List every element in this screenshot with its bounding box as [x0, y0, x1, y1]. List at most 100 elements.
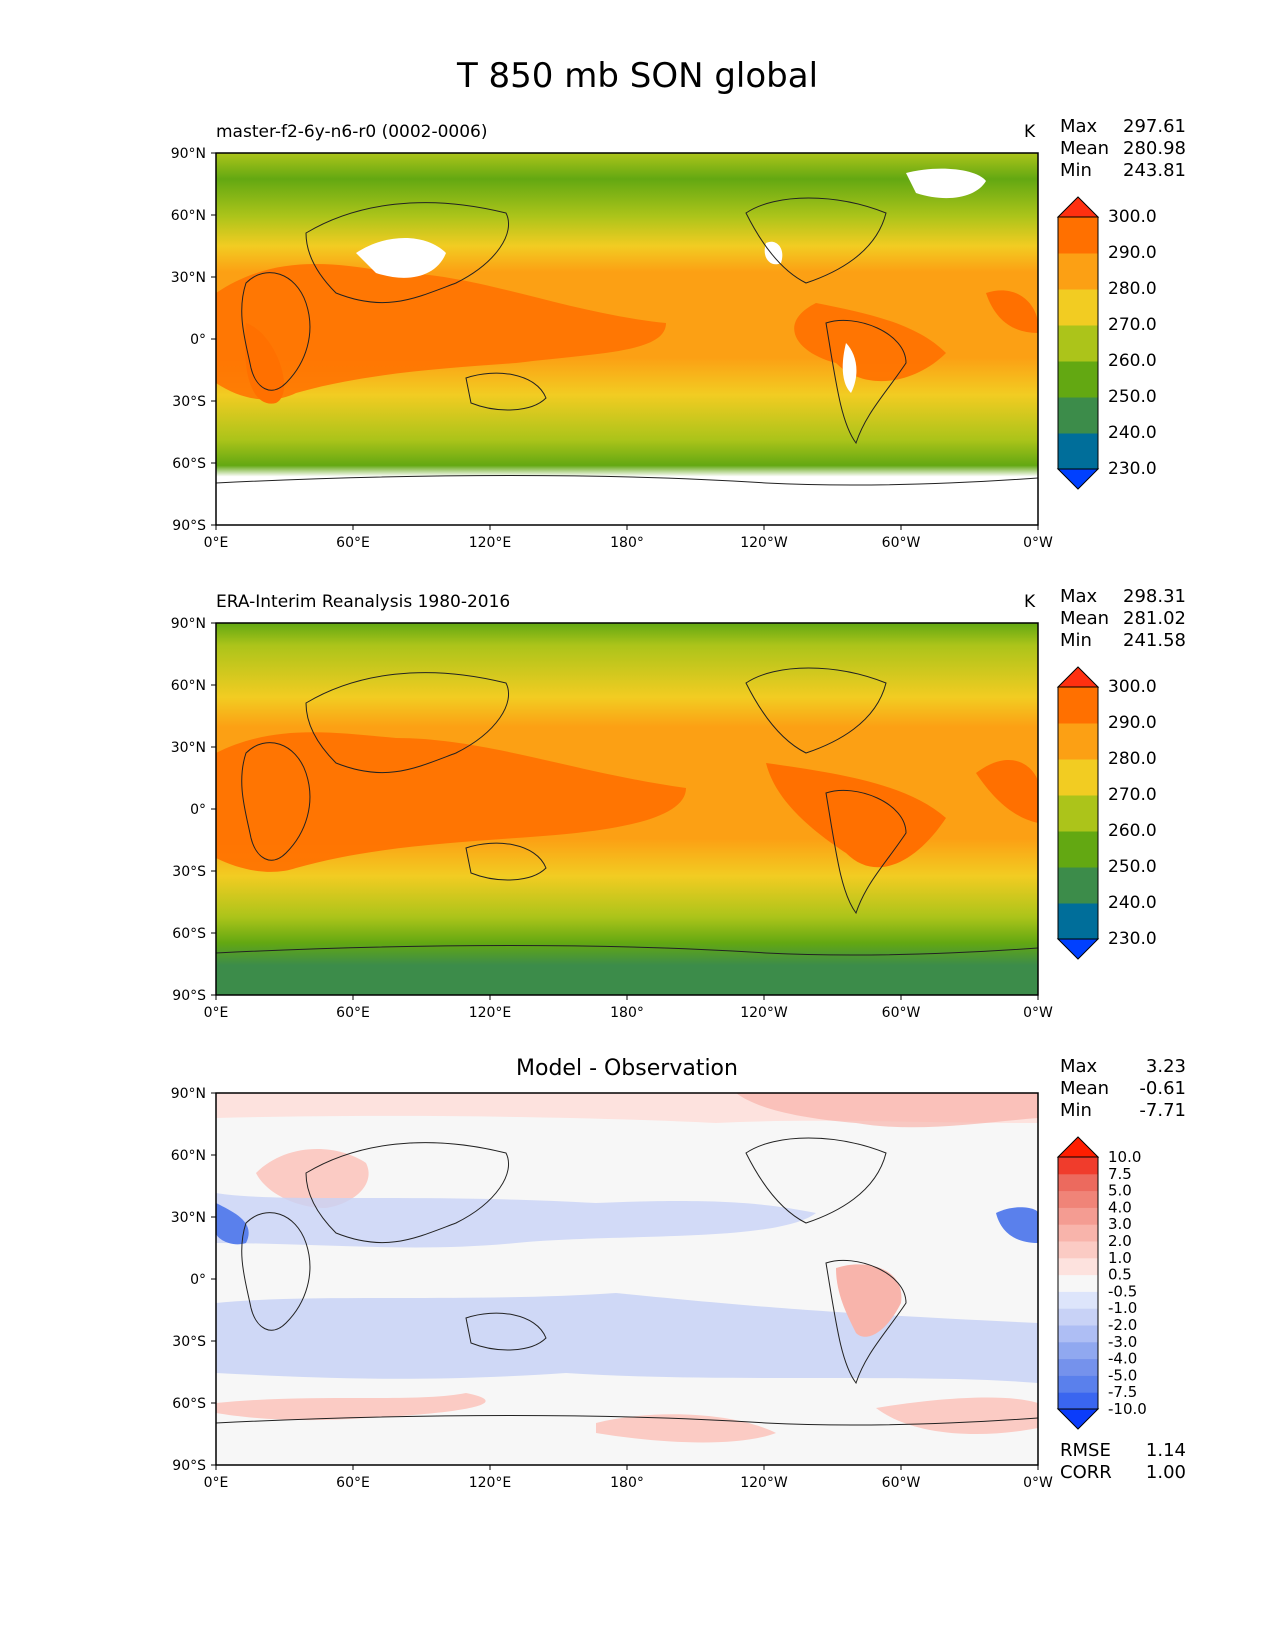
mean-label: Mean [1060, 1078, 1110, 1099]
colorbar-tick-label: 0.5 [1108, 1266, 1132, 1284]
rmse-value: 1.14 [1145, 1440, 1186, 1461]
min-value: -7.71 [1139, 1100, 1186, 1121]
colorbar-tick-label: 7.5 [1108, 1165, 1132, 1183]
y-tick-label: 30°N [171, 740, 206, 756]
coastline [215, 1415, 1039, 1426]
colorbar-tick-label: 290.0 [1108, 243, 1157, 263]
warm-region [766, 763, 946, 868]
colorbar-swatch [1058, 217, 1098, 254]
y-tick-label: 30°S [172, 394, 206, 410]
colorbar-swatch [1058, 1325, 1098, 1343]
colorbar-tick-label: -3.0 [1108, 1333, 1137, 1351]
map-area: 0°E 60°E 120°E 180° 120°W 60°W 0°W 90°N 60°N 30°… [171, 146, 1053, 551]
coastline [305, 202, 510, 304]
colorbar-tick-label: 230.0 [1108, 459, 1157, 479]
colorbar-tick-label: -0.5 [1108, 1282, 1137, 1300]
colorbar-tick-label: 240.0 [1108, 893, 1157, 913]
warm-region [986, 290, 1038, 333]
colorbar-tick-label: 300.0 [1108, 677, 1157, 697]
colorbar-extend-high [1056, 666, 1100, 688]
x-tick-label: 0°W [1023, 1475, 1053, 1491]
max-value: 3.23 [1145, 1056, 1186, 1077]
colorbar-swatch [1058, 361, 1098, 398]
max-label: Max [1060, 116, 1098, 137]
colorbar-tick-label: 290.0 [1108, 713, 1157, 733]
colorbar-tick-label: 250.0 [1108, 857, 1157, 877]
y-tick-label: 60°S [172, 1396, 206, 1412]
missing-region [842, 343, 857, 393]
y-tick-label: 90°S [172, 518, 206, 534]
mean-label: Mean [1060, 608, 1110, 629]
colorbar-tick-label: 10.0 [1108, 1148, 1141, 1166]
anomaly-region [216, 1393, 486, 1421]
skill-stats: RMSE 1.14 CORR 1.00 [1060, 1440, 1186, 1484]
corr-label: CORR [1060, 1462, 1112, 1483]
colorbar-swatch [1058, 687, 1098, 724]
colorbar-frame [1057, 216, 1099, 470]
y-axis: 90°N 60°N 30°N 0° 30°S 60°S 90°S [171, 146, 216, 534]
coastline [241, 272, 311, 391]
colorbar-swatch [1058, 253, 1098, 290]
warm-region [216, 732, 686, 872]
coastline [215, 475, 1039, 486]
model-panel: master-f2-6y-n6-r0 (0002-0006) K Max 297.… [0, 0, 1275, 551]
y-tick-label: 30°S [172, 864, 206, 880]
diff-panel: Model - Observation Max 3.23 Mean -0.61 Mi… [0, 940, 1275, 1491]
x-axis: 0°E 60°E 120°E 180° 120°W 60°W 0°W [204, 995, 1053, 1021]
x-tick-label: 120°W [740, 1475, 788, 1491]
colorbar-tick-label: 260.0 [1108, 351, 1157, 371]
colorbar: 230.0 240.0 250.0 260.0 270.0 280.0 290.0 300.0 [1056, 666, 1157, 960]
colorbar-swatch [1058, 1241, 1098, 1259]
y-tick-label: 30°N [171, 270, 206, 286]
colorbar-swatch [1058, 723, 1098, 760]
min-label: Min [1060, 1100, 1092, 1121]
max-value: 297.61 [1123, 116, 1186, 137]
colorbar-frame [1057, 686, 1099, 940]
colorbar-tick-label: 1.0 [1108, 1249, 1132, 1267]
colorbar-swatch [1058, 1291, 1098, 1309]
colorbar-tick-label: 230.0 [1108, 929, 1157, 949]
stats-box: Max 3.23 Mean -0.61 Min -7.71 [1060, 1056, 1186, 1122]
map-area: 0°E 60°E 120°E 180° 120°W 60°W 0°W 90°N 60°N 30°… [171, 616, 1053, 1021]
warm-region [245, 323, 285, 404]
colorbar-swatch [1058, 1207, 1098, 1225]
colorbar-tick-label: 4.0 [1108, 1198, 1132, 1216]
y-tick-label: 30°N [171, 1210, 206, 1226]
coastline [745, 667, 887, 754]
x-tick-label: 0°W [1023, 535, 1053, 551]
colorbar-swatch [1058, 1224, 1098, 1242]
coastline [305, 1142, 510, 1244]
missing-region [764, 241, 783, 265]
colorbar-tick-label: 280.0 [1108, 279, 1157, 299]
x-tick-label: 120°E [469, 535, 512, 551]
min-label: Min [1060, 160, 1092, 181]
colorbar: 230.0 240.0 250.0 260.0 270.0 280.0 290.0 300.0 [1056, 196, 1157, 490]
colorbar-tick-label: 250.0 [1108, 387, 1157, 407]
colorbar-swatch [1058, 289, 1098, 326]
colorbar-swatch [1058, 759, 1098, 796]
missing-region [356, 238, 446, 278]
x-tick-label: 60°E [336, 535, 370, 551]
stats-box: Max 298.31 Mean 281.02 Min 241.58 [1060, 586, 1186, 652]
y-tick-label: 90°S [172, 1458, 206, 1474]
coastline [825, 319, 907, 445]
anomaly-region [736, 1093, 1038, 1128]
colorbar-tick-label: 2.0 [1108, 1232, 1132, 1250]
y-tick-label: 60°N [171, 678, 206, 694]
colorbar-tick-label: -7.5 [1108, 1383, 1137, 1401]
colorbar-tick-label: 300.0 [1108, 207, 1157, 227]
colorbar-tick-label: 280.0 [1108, 749, 1157, 769]
rmse-label: RMSE [1060, 1440, 1111, 1461]
colorbar-tick-label: 260.0 [1108, 821, 1157, 841]
colorbar-extend-low [1056, 1408, 1100, 1430]
x-axis: 0°E 60°E 120°E 180° 120°W 60°W 0°W [204, 525, 1053, 551]
anomaly-region [836, 1264, 902, 1337]
coastline [465, 1312, 547, 1351]
coastline [465, 842, 547, 881]
missing-region [906, 168, 986, 199]
x-tick-label: 60°W [882, 1475, 921, 1491]
x-tick-label: 60°E [336, 1475, 370, 1491]
colorbar-extend-high [1056, 1136, 1100, 1158]
x-axis: 0°E 60°E 120°E 180° 120°W 60°W 0°W [204, 1465, 1053, 1491]
coastline [745, 1137, 887, 1224]
